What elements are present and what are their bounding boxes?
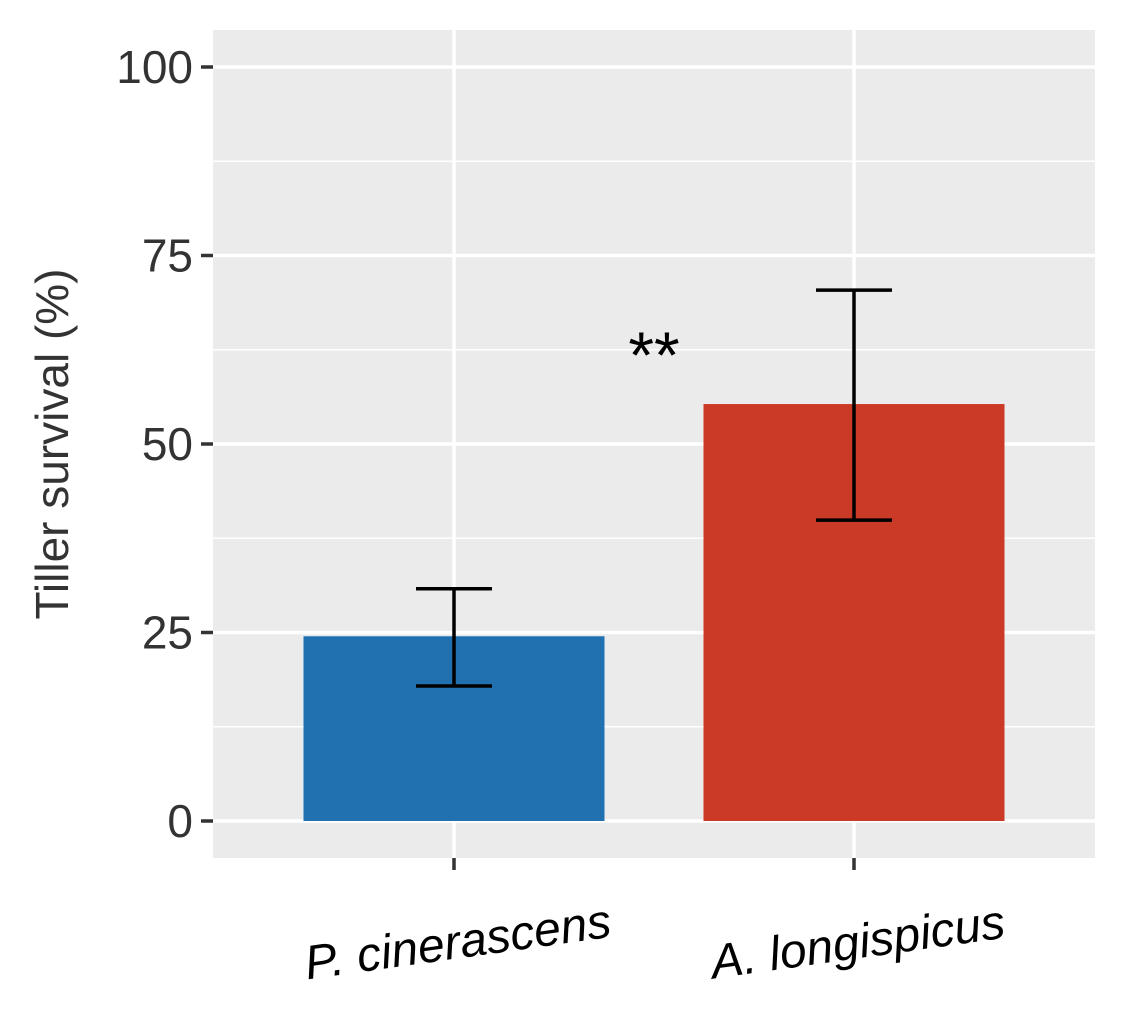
error-bars (416, 288, 892, 688)
x-tick-label: A. longispicus (705, 896, 1009, 990)
x-axis: P. cinerascens A. longispicus (301, 858, 1008, 990)
y-tick-label: 25 (142, 607, 193, 659)
y-axis-title: Tiller survival (%) (26, 269, 78, 620)
y-tick-label: 75 (142, 230, 193, 282)
error-bar-1 (416, 587, 492, 688)
significance-annotation: ** (628, 318, 679, 392)
y-tick-label: 0 (167, 795, 193, 847)
y-axis: 0 25 50 75 100 (116, 41, 213, 847)
y-tick-label: 50 (142, 418, 193, 470)
y-tick-label: 100 (116, 41, 193, 93)
error-bar-2 (816, 288, 892, 522)
x-tick-label: P. cinerascens (301, 895, 614, 990)
